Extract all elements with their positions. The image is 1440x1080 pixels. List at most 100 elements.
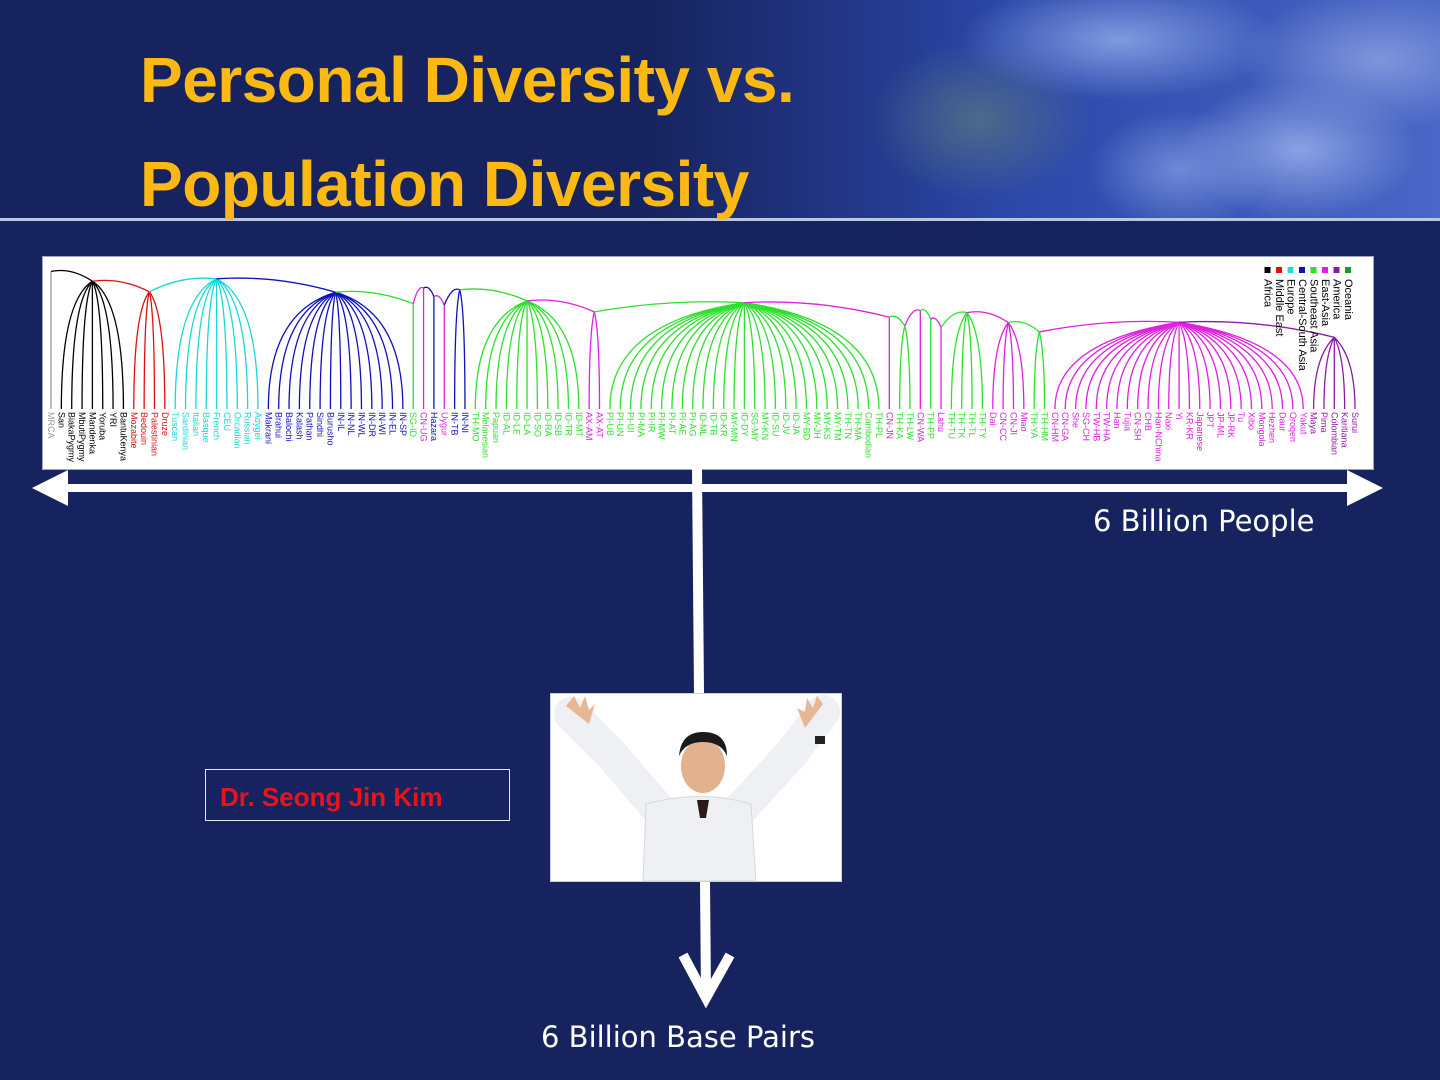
- tree-branch: [474, 300, 528, 410]
- tree-leaf-label: CEU: [222, 412, 232, 431]
- tree-branch: [1137, 321, 1180, 410]
- tree-branch: [743, 302, 756, 410]
- tree-internal-branch: [919, 308, 932, 320]
- legend-swatch: [1310, 267, 1317, 273]
- tree-branch: [91, 280, 104, 410]
- tree-leaf-label: SG-ID: [408, 412, 418, 438]
- tree-leaf-label: JPT: [1205, 412, 1215, 429]
- tree-branch: [526, 300, 570, 410]
- tree-branch: [1157, 321, 1180, 410]
- tree-branch: [1007, 322, 1015, 410]
- tree-branch: [174, 278, 217, 410]
- tree-branch: [733, 302, 745, 410]
- legend-label: Southeast Asia: [1308, 279, 1320, 353]
- tree-leaf-label: TH-YA: [1029, 412, 1039, 438]
- legend-swatch: [1322, 267, 1328, 273]
- tree-leaf-label: TH-TU: [946, 412, 956, 439]
- tree-leaf-label: Dai: [988, 412, 998, 426]
- tree-leaf-label: ID-LA: [522, 412, 532, 435]
- tree-leaf-label: IN-EL: [388, 412, 398, 435]
- tree-branch: [335, 291, 373, 410]
- tree-branch: [309, 291, 337, 410]
- tree-leaf-label: PI-IR: [646, 412, 656, 433]
- tree-branch: [91, 280, 114, 410]
- legend-swatch: [1264, 267, 1271, 273]
- tree-leaf-label: Karitiana: [1340, 412, 1350, 448]
- tree-branch: [1312, 336, 1335, 410]
- tree-branch: [216, 278, 238, 410]
- tree-leaf-label: TH-MO: [470, 412, 480, 442]
- tree-branch: [966, 312, 973, 410]
- tree-leaf-label: Tujia: [1122, 412, 1132, 431]
- tree-branch: [267, 291, 336, 410]
- tree-branch: [216, 278, 259, 410]
- tree-branch: [1168, 321, 1180, 410]
- tree-branch: [1105, 321, 1180, 410]
- tree-leaf-label: ID-TB: [708, 412, 718, 436]
- legend-label: Middle East: [1273, 279, 1285, 336]
- tree-leaf-label: CN-SH: [1133, 412, 1143, 441]
- tree-branch: [723, 302, 745, 410]
- tree-branch: [671, 302, 745, 410]
- tree-leaf-label: IN-WI: [377, 412, 387, 435]
- legend-label: Europe: [1285, 279, 1297, 314]
- base-pairs-axis-label: 6 Billion Base Pairs: [541, 1020, 816, 1054]
- tree-branch: [526, 300, 580, 410]
- legend-label: Oceania: [1342, 279, 1354, 321]
- tree-branch: [904, 325, 911, 410]
- tree-leaf-label: JP-RK: [1226, 412, 1236, 438]
- tree-branch: [744, 302, 818, 410]
- tree-branch: [1116, 321, 1180, 410]
- tree-internal-branch: [92, 279, 150, 293]
- tree-leaf-label: TH-TK: [957, 412, 967, 439]
- tree-leaf-label: Bedouin: [139, 412, 149, 445]
- tree-leaf-label: Russian: [243, 412, 253, 445]
- tree-branch: [992, 322, 1009, 410]
- tree-leaf-label: French: [212, 412, 222, 440]
- tree-branch: [702, 302, 745, 410]
- tree-leaf-label: TH-TN: [843, 412, 853, 439]
- tree-leaf-label: AX-AT: [595, 412, 605, 438]
- tree-leaf-label: Mozabite: [129, 412, 139, 449]
- tree-leaf-label: Cambodian: [864, 412, 874, 458]
- tree-leaf-label: Han-NChina: [1153, 412, 1163, 462]
- tree-leaf-label: ID-JV: [781, 412, 791, 435]
- tree-branch: [319, 291, 337, 410]
- tree-leaf-label: Brahui: [274, 412, 284, 438]
- tree-branch: [60, 280, 93, 410]
- tree-leaf-label: Surui: [1350, 412, 1360, 433]
- legend-label: East-Asia: [1319, 279, 1331, 327]
- tree-branch: [660, 302, 745, 410]
- tree-branch: [1178, 321, 1222, 410]
- tree-branch: [1178, 321, 1232, 410]
- vertical-axis-line-upper: [692, 467, 704, 694]
- tree-branch: [744, 302, 839, 410]
- tree-leaf-label: TH-PL: [874, 412, 884, 438]
- tree-leaf-label: MRCA: [46, 412, 56, 439]
- legend-swatch: [1345, 267, 1351, 273]
- tree-leaf-label: TW-HB: [1091, 412, 1101, 441]
- tree-branch: [898, 325, 906, 410]
- tree-branch: [712, 302, 745, 410]
- tree-branch: [593, 311, 601, 410]
- tree-branch: [1007, 322, 1025, 410]
- tree-leaf-label: CHB: [1143, 412, 1153, 431]
- tree-branch: [1333, 336, 1356, 410]
- legend-label: America: [1331, 279, 1343, 320]
- tree-internal-branch: [1039, 320, 1180, 333]
- tree-branch: [744, 302, 797, 410]
- tree-internal-branch: [526, 299, 595, 313]
- tree-leaf-label: Basque: [201, 412, 211, 443]
- tree-leaf-label: YRI: [108, 412, 118, 427]
- tree-branch: [1095, 321, 1180, 410]
- tree-internal-branch: [459, 288, 528, 302]
- tree-branch: [1002, 322, 1009, 410]
- tree-leaf-label: ID-KR: [719, 412, 729, 437]
- tree-internal-branch: [412, 286, 424, 304]
- tree-internal-branch: [1008, 320, 1040, 333]
- tree-branch: [148, 291, 166, 410]
- tree-leaf-label: Daur: [1278, 412, 1288, 432]
- tree-leaf-label: Sindhi: [315, 412, 325, 437]
- tree-internal-branch: [50, 269, 93, 282]
- tree-leaf-label: PI-AG: [688, 412, 698, 437]
